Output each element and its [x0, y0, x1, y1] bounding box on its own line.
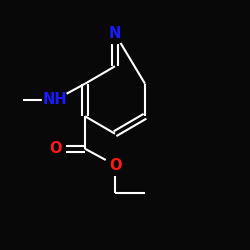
Circle shape [42, 88, 68, 112]
Text: O: O [49, 141, 61, 156]
Text: O: O [109, 158, 121, 172]
Circle shape [105, 24, 125, 44]
Text: N: N [109, 26, 121, 41]
Circle shape [106, 156, 124, 174]
Circle shape [46, 139, 64, 158]
Text: NH: NH [43, 92, 67, 108]
